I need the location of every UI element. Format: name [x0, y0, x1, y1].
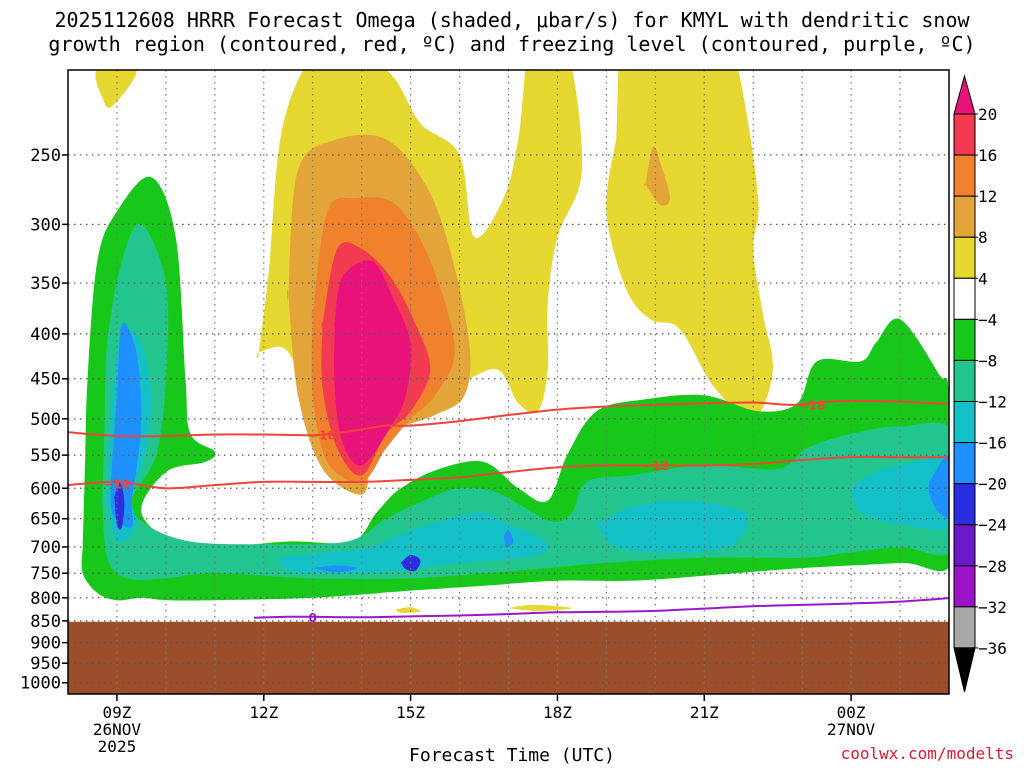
y-tick-label: 250 [30, 146, 61, 166]
x-tick-label: 26NOV [93, 720, 142, 739]
y-tick-label: 350 [30, 274, 61, 294]
omega-region [394, 607, 421, 613]
ground-layer [68, 621, 949, 694]
y-tick-label: 650 [30, 510, 61, 530]
x-axis-label: Forecast Time (UTC) [409, 745, 615, 766]
omega-region [309, 565, 357, 573]
plot-frame [67, 69, 950, 695]
dendritic-contour [68, 399, 949, 438]
colorbar-label: 16 [978, 146, 997, 165]
dendritic-contour [68, 456, 949, 490]
x-tick-label: 00Z [837, 703, 866, 722]
y-tick-label: 700 [30, 538, 61, 558]
colorbar-label: −8 [978, 351, 997, 370]
omega-region [101, 224, 949, 581]
colorbar-legend: 20 16 12 8 4 −4 −8 −12 −16 −20 −24 −28 −32 −36 [953, 74, 1007, 693]
colorbar-swatch [953, 483, 976, 526]
colorbar-swatch [953, 565, 976, 608]
x-tick-label: 21Z [690, 703, 719, 722]
colorbar-swatch [953, 400, 976, 444]
omega-region [928, 454, 949, 520]
y-tick-label: 400 [30, 325, 61, 345]
colorbar-label: 8 [978, 228, 988, 247]
omega-region [334, 260, 412, 466]
y-tick-label: 450 [30, 370, 61, 390]
y-tick-label: 850 [30, 612, 61, 632]
y-tick-label: 600 [30, 479, 61, 499]
colorbar-swatch [953, 113, 976, 156]
omega-region [848, 454, 949, 530]
colorbar-swatch [953, 647, 976, 693]
colorbar-swatch [953, 154, 976, 197]
freezing-level-contour [253, 597, 949, 619]
title-line-1: 2025112608 HRRR Forecast Omega (shaded, … [54, 8, 970, 32]
colorbar-label: −32 [978, 598, 1007, 617]
freezing-level-contour-label: 0 [309, 611, 317, 625]
y-tick-label: 800 [30, 589, 61, 609]
dendritic-contour-label: −12 [104, 477, 131, 491]
x-tick-label: 27NOV [827, 720, 876, 739]
title-line-2: growth region (contoured, red, ºC) and f… [48, 32, 976, 56]
omega-region [606, 70, 773, 419]
colorbar-label: −28 [978, 557, 1007, 576]
gridlines [68, 70, 949, 694]
colorbar-swatch [953, 442, 976, 485]
ground-fill [68, 621, 949, 694]
y-tick-label: 500 [30, 410, 61, 430]
omega-region [274, 512, 549, 574]
omega-region [95, 70, 137, 108]
y-tick-label: 1000 [20, 674, 61, 694]
colorbar-swatch [953, 195, 976, 238]
colorbar-label: 20 [978, 105, 997, 124]
colorbar-label: −4 [978, 310, 997, 329]
y-tick-label: 550 [30, 446, 61, 466]
credit-link[interactable]: coolwx.com/modelts [840, 744, 1014, 763]
colorbar-label: −16 [978, 434, 1007, 453]
colorbar-swatch [953, 318, 976, 361]
colorbar-swatch [953, 236, 976, 279]
omega-region [593, 500, 749, 553]
colorbar-label: −12 [978, 392, 1007, 411]
colorbar-label: −20 [978, 475, 1007, 494]
colorbar-label: 12 [978, 187, 997, 206]
colorbar-swatch [953, 606, 976, 649]
x-tick-label: 2025 [98, 737, 137, 756]
dendritic-contour-label: −18 [799, 398, 826, 412]
colorbar-label: −36 [978, 639, 1007, 658]
x-tick-label: 09Z [102, 703, 131, 722]
chart-title: 2025112608 HRRR Forecast Omega (shaded, … [0, 8, 1024, 56]
colorbar-swatch [953, 524, 976, 567]
colorbar-swatch [953, 359, 976, 402]
x-tick-label: 12Z [249, 703, 278, 722]
omega-region [110, 322, 142, 528]
colorbar-swatch [953, 277, 976, 320]
y-tick-label: 950 [30, 654, 61, 674]
y-tick-label: 750 [30, 564, 61, 584]
colorbar-label: 4 [978, 269, 988, 288]
omega-region [505, 604, 573, 611]
x-tick-label: 18Z [543, 703, 572, 722]
x-tick-label: 15Z [396, 703, 425, 722]
y-tick-label: 300 [30, 215, 61, 235]
y-tick-label: 900 [30, 634, 61, 654]
dendritic-contour-label: −12 [642, 459, 669, 473]
dendritic-contour-label: −18 [309, 429, 336, 443]
colorbar-label: −24 [978, 516, 1007, 535]
omega-region [644, 146, 670, 206]
y-axis: 2503003504004505005506006507007508008509… [20, 146, 68, 694]
colorbar-swatch [953, 74, 976, 115]
omega-region [114, 481, 125, 530]
contour-lines: −12 −12 −18 −18 0 [68, 398, 949, 625]
